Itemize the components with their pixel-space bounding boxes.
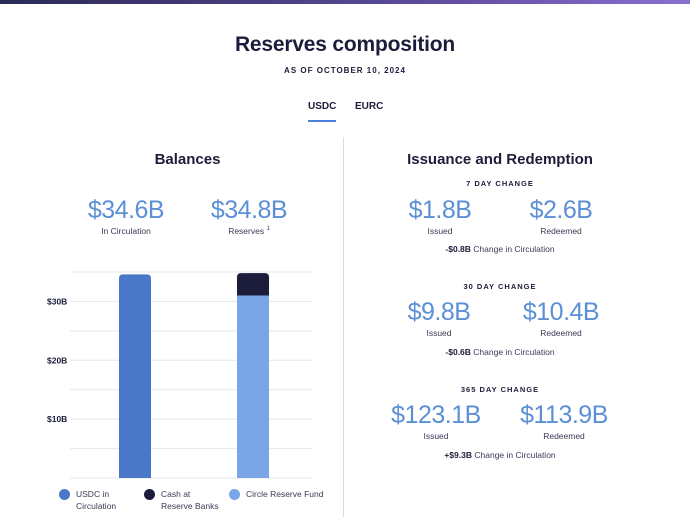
period-365-redeemed-label: Redeemed (543, 431, 585, 441)
balances-title: Balances (154, 151, 221, 168)
legend-dot-fund (229, 489, 240, 500)
period-30-change-value: -$0.6B (445, 347, 471, 357)
y-tick-label: $10B (47, 414, 67, 424)
bar-segment (119, 274, 151, 478)
period-30-redeemed-label: Redeemed (540, 328, 582, 338)
in-circulation-value: $34.6B (87, 196, 165, 224)
y-tick-label: $30B (47, 296, 67, 306)
legend-fund-line1: Circle Reserve Fund (246, 489, 324, 499)
legend-cash-line2: Reserve Banks (161, 501, 219, 511)
bar-segment (237, 295, 269, 478)
period-365-title: 365 DAY CHANGE (460, 385, 540, 394)
top-accent-bar (0, 0, 690, 4)
period-365-issued-label: Issued (423, 431, 449, 441)
reserves-footnote[interactable]: 1 (266, 226, 270, 233)
period-365-redeemed-value: $113.9B (520, 401, 608, 429)
tab-usdc[interactable]: USDC (308, 101, 337, 122)
legend-cash: Cash at Reserve Banks (161, 488, 219, 512)
period-7-issued-value: $1.8B (408, 196, 472, 224)
bar-segment (237, 273, 269, 296)
period-7-change-label: Change in Circulation (473, 244, 555, 254)
in-circulation-label: In Circulation (101, 226, 151, 236)
period-7-issued-label: Issued (427, 226, 453, 236)
y-tick-label: $20B (47, 355, 67, 365)
reserves-label: Reserves 1 (189, 226, 309, 236)
currency-tabs: USDC EURC (0, 101, 690, 123)
period-30-change: -$0.6B Change in Circulation (345, 347, 655, 357)
section-divider (343, 137, 344, 517)
period-30-issued-label: Issued (426, 328, 452, 338)
reserves-label-text: Reserves (228, 226, 265, 236)
reserves-value: $34.8B (210, 196, 288, 224)
page-title: Reserves composition (234, 33, 456, 56)
legend-cash-line1: Cash at (161, 489, 191, 499)
period-7-change-value: -$0.8B (445, 244, 471, 254)
period-30-title: 30 DAY CHANGE (463, 282, 537, 291)
legend-dot-cash (144, 489, 155, 500)
period-30-redeemed-value: $10.4B (522, 298, 600, 326)
period-7-redeemed-label: Redeemed (540, 226, 582, 236)
period-30-change-label: Change in Circulation (473, 347, 555, 357)
period-365-issued-value: $123.1B (391, 401, 481, 429)
period-30-issued-value: $9.8B (407, 298, 471, 326)
as-of-date: AS OF OCTOBER 10, 2024 (284, 66, 406, 75)
period-7-title: 7 DAY CHANGE (466, 179, 534, 188)
legend-usdc-line1: USDC in (76, 489, 110, 499)
legend-usdc: USDC in Circulation (76, 488, 116, 512)
period-7-change: -$0.8B Change in Circulation (345, 244, 655, 254)
balances-chart: $10B $20B $30B (47, 271, 312, 479)
tab-eurc[interactable]: EURC (355, 101, 384, 112)
legend-usdc-line2: Circulation (76, 501, 117, 511)
issuance-title: Issuance and Redemption (407, 151, 593, 168)
period-365-change-value: +$9.3B (444, 450, 472, 460)
legend-fund: Circle Reserve Fund (246, 488, 323, 500)
period-365-change: +$9.3B Change in Circulation (345, 450, 655, 460)
legend-dot-usdc (59, 489, 70, 500)
period-7-redeemed-value: $2.6B (529, 196, 593, 224)
period-365-change-label: Change in Circulation (474, 450, 556, 460)
